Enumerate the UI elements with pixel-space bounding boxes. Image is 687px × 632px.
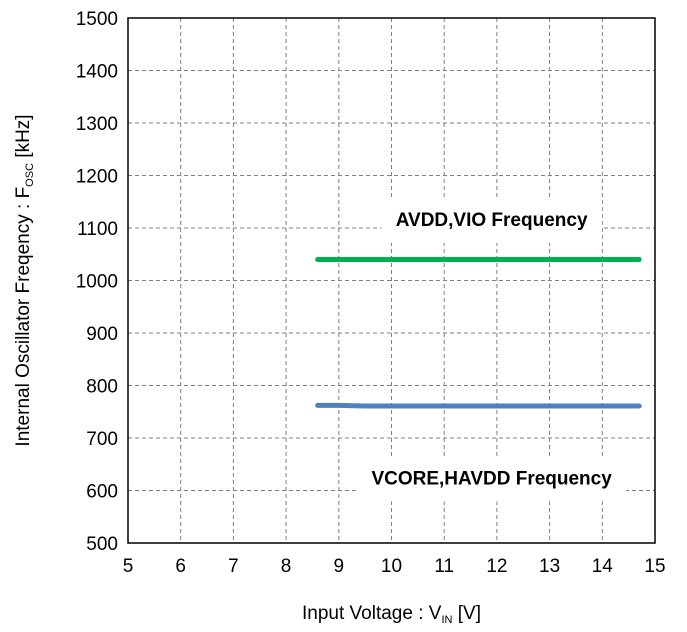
y-axis-title-unit: [kHz] — [13, 114, 34, 163]
y-tick-label: 600 — [86, 482, 118, 503]
y-tick-label: 1300 — [76, 114, 118, 135]
x-tick-label: 11 — [434, 556, 454, 577]
plot-area-border — [127, 17, 656, 544]
x-tick-label: 5 — [123, 556, 134, 577]
x-tick-label: 8 — [281, 556, 292, 577]
x-tick-label: 14 — [592, 556, 614, 577]
x-axis-title-unit: [V] — [452, 603, 481, 624]
annotation-label-1: AVDD,VIO Frequency — [396, 210, 588, 231]
annotation-backgrounds — [357, 198, 627, 502]
y-tick-label: 1000 — [76, 272, 118, 293]
grid — [128, 18, 655, 543]
y-tick-label: 1100 — [77, 219, 118, 240]
y-axis-title: Internal Oscillator Freqency : FOSC [kHz… — [13, 114, 36, 446]
annotation-label-2: VCORE,HAVDD Frequency — [371, 468, 612, 489]
y-axis-title-subscript: OSC — [24, 163, 36, 187]
x-tick-label: 10 — [381, 556, 402, 577]
x-axis-ticks: 5 6 7 8 9 10 11 12 13 14 15 — [123, 556, 666, 577]
y-tick-label: 1400 — [76, 62, 118, 83]
y-tick-label: 800 — [86, 377, 118, 398]
series-line-2 — [315, 402, 642, 409]
y-axis-ticks: 500 600 700 800 900 1000 1100 1200 1300 1400 1500 — [76, 9, 118, 555]
y-tick-label: 700 — [86, 429, 118, 450]
x-axis-title: Input Voltage : VIN [V] — [302, 603, 481, 626]
x-tick-label: 9 — [334, 556, 345, 577]
y-tick-label: 1200 — [76, 167, 118, 188]
annotations: AVDD,VIO Frequency VCORE,HAVDD Frequency — [371, 210, 612, 489]
x-tick-label: 15 — [644, 556, 665, 577]
y-tick-label: 900 — [86, 324, 118, 345]
series-layer — [315, 257, 642, 409]
x-tick-label: 7 — [228, 556, 239, 577]
x-axis-title-main: Input Voltage : V — [302, 603, 442, 624]
x-axis-title-subscript: IN — [441, 614, 452, 626]
annotation-background — [357, 456, 627, 502]
y-tick-label: 500 — [86, 534, 118, 555]
annotation-background — [381, 198, 602, 244]
y-tick-label: 1500 — [76, 9, 118, 30]
x-tick-label: 12 — [486, 556, 507, 577]
x-tick-label: 13 — [539, 556, 560, 577]
x-tick-label: 6 — [175, 556, 186, 577]
y-axis-title-main: Internal Oscillator Freqency : F — [13, 187, 34, 447]
